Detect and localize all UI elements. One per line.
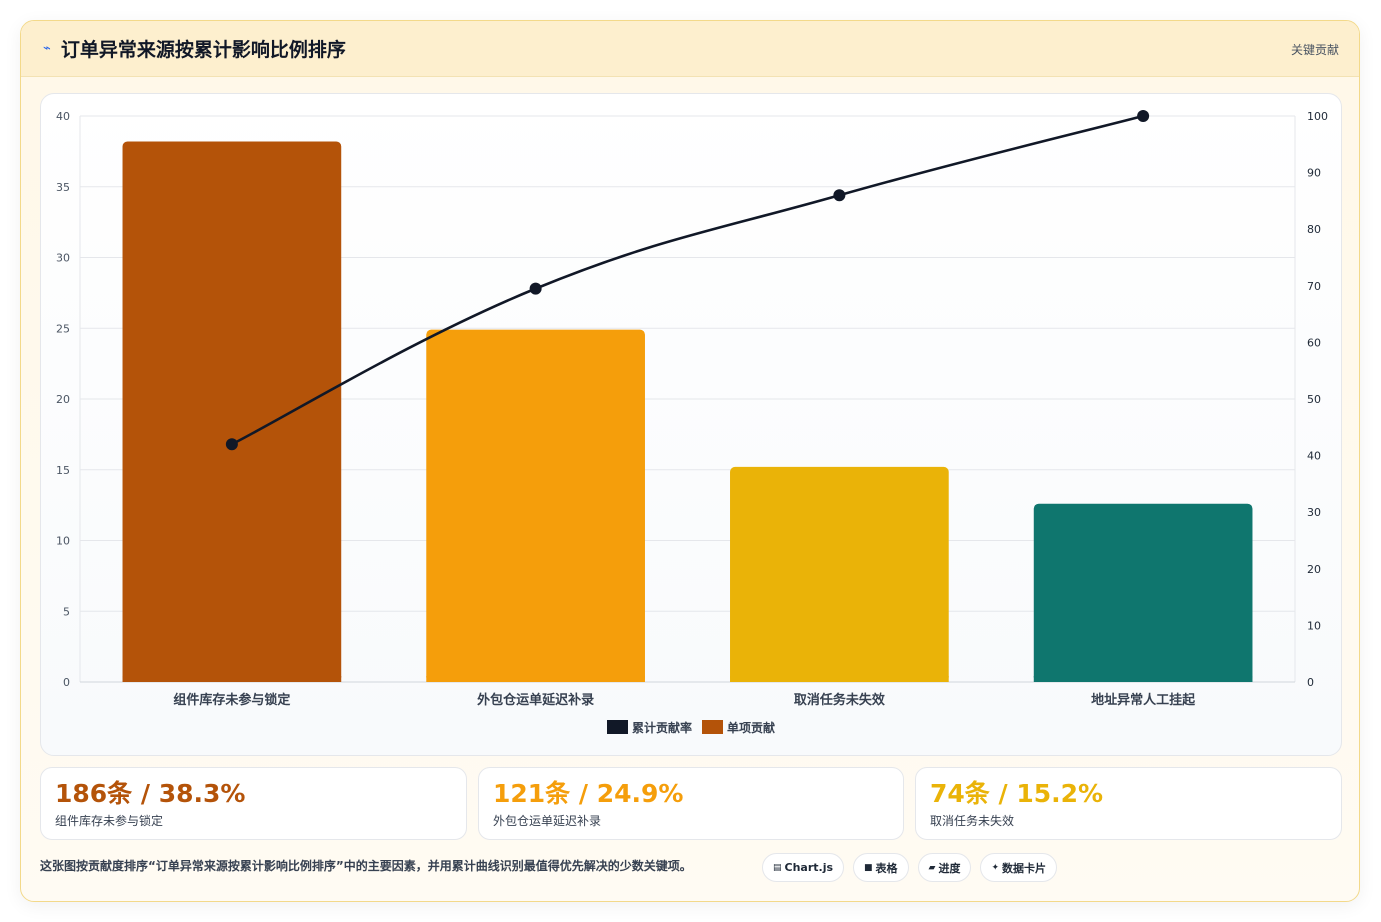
- y-right-tick-label: 0: [1307, 676, 1314, 689]
- chip-chartjs[interactable]: ▤ Chart.js: [762, 853, 845, 882]
- y-right-tick-label: 40: [1307, 450, 1321, 463]
- x-tick-label: 外包仓运单延迟补录: [476, 692, 594, 708]
- chart-card: ⌁ 订单异常来源按累计影响比例排序 关键贡献 0 5 10 15 20 25 30 35 40 0…: [20, 20, 1360, 902]
- chart-panel: 0 5 10 15 20 25 30 35 40 0 10 20 30 40 50 60 70 80 90 100 组件…: [40, 93, 1342, 756]
- legend-label: 单项贡献: [727, 720, 775, 735]
- y-left-tick-label: 10: [56, 535, 70, 548]
- tag-chips: ▤ Chart.js ■ 表格 ▰ 进度 ✦ 数据卡片: [762, 853, 1058, 882]
- bar-base: [730, 676, 949, 682]
- y-left-tick-label: 40: [56, 110, 70, 123]
- y-left-tick-label: 25: [56, 322, 70, 335]
- stat-label: 取消任务未失效: [930, 814, 1015, 828]
- chip-table[interactable]: ■ 表格: [853, 853, 909, 882]
- y-right-tick-label: 70: [1307, 280, 1321, 293]
- y-left-tick-label: 0: [63, 676, 70, 689]
- chart-description: 这张图按贡献度排序“订单异常来源按累计影响比例排序”中的主要因素，并用累计曲线识…: [40, 859, 692, 873]
- progress-icon: ▰: [928, 862, 936, 873]
- y-left-tick-label: 5: [63, 605, 70, 618]
- y-left-tick-label: 20: [56, 393, 70, 406]
- stat-label: 组件库存未参与锁定: [55, 814, 164, 828]
- bar-base: [426, 676, 645, 682]
- y-left-tick-label: 30: [56, 252, 70, 265]
- chip-progress[interactable]: ▰ 进度: [917, 853, 972, 882]
- sparkle-icon: ✦: [991, 862, 1000, 873]
- pareto-chart: 0 5 10 15 20 25 30 35 40 0 10 20 30 40 50 60 70 80 90 100 组件…: [56, 110, 1328, 735]
- stat-value: 121条 / 24.9%: [493, 779, 684, 808]
- y-left-tick-label: 35: [56, 181, 70, 194]
- y-right-tick-label: 100: [1307, 110, 1328, 123]
- chip-label: Chart.js: [784, 861, 834, 874]
- stat-card-1: 186条 / 38.3% 组件库存未参与锁定: [40, 767, 467, 840]
- bar-base: [1033, 676, 1253, 682]
- chip-label: 进度: [938, 861, 961, 875]
- y-right-tick-label: 50: [1307, 393, 1321, 406]
- legend-label: 累计贡献率: [632, 720, 692, 735]
- legend-swatch: [702, 720, 723, 734]
- chip-label: 数据卡片: [1002, 861, 1047, 875]
- bar: [426, 329, 645, 682]
- y-right-tick-label: 60: [1307, 336, 1321, 349]
- x-tick-label: 组件库存未参与锁定: [173, 692, 290, 708]
- legend-swatch: [607, 720, 628, 734]
- stat-label: 外包仓运单延迟补录: [493, 814, 602, 828]
- bar: [1033, 503, 1253, 682]
- cumulative-point: [1137, 110, 1150, 122]
- table-icon: ■: [864, 862, 873, 873]
- cumulative-point: [529, 282, 542, 295]
- stat-value: 74条 / 15.2%: [930, 779, 1104, 808]
- card-header: ⌁ 订单异常来源按累计影响比例排序 关键贡献: [21, 21, 1359, 77]
- y-right-tick-label: 90: [1307, 167, 1321, 180]
- chart-icon: ▤: [773, 862, 782, 873]
- bar: [122, 141, 342, 683]
- y-right-tick-label: 10: [1307, 619, 1321, 632]
- chip-label: 表格: [875, 861, 898, 875]
- x-tick-label: 地址异常人工挂起: [1091, 692, 1196, 708]
- cumulative-point: [833, 189, 846, 202]
- page-title: 订单异常来源按累计影响比例排序: [60, 39, 346, 61]
- header-tag: 关键贡献: [1290, 43, 1339, 57]
- stat-card-2: 121条 / 24.9% 外包仓运单延迟补录: [478, 767, 904, 840]
- stat-value: 186条 / 38.3%: [55, 779, 246, 808]
- x-tick-label: 取消任务未失效: [794, 692, 886, 708]
- cumulative-line: [231, 114, 1144, 446]
- cumulative-point: [225, 438, 238, 451]
- y-left-tick-label: 15: [56, 464, 70, 477]
- chip-data-card[interactable]: ✦ 数据卡片: [980, 853, 1058, 882]
- stat-card-3: 74条 / 15.2% 取消任务未失效: [915, 767, 1342, 840]
- y-right-tick-label: 30: [1307, 506, 1321, 519]
- lightning-icon: ⌁: [43, 41, 51, 56]
- bar: [730, 466, 949, 682]
- bar-base: [122, 676, 342, 682]
- y-right-tick-label: 80: [1307, 223, 1321, 236]
- y-right-tick-label: 20: [1307, 563, 1321, 576]
